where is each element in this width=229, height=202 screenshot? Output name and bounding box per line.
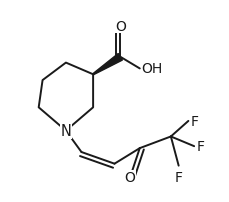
Polygon shape <box>93 54 123 75</box>
Text: F: F <box>175 170 183 184</box>
Text: N: N <box>60 123 71 138</box>
Text: OH: OH <box>142 62 163 76</box>
Text: F: F <box>190 114 198 128</box>
Text: F: F <box>196 140 204 154</box>
Text: O: O <box>115 20 126 34</box>
Text: O: O <box>125 170 136 184</box>
